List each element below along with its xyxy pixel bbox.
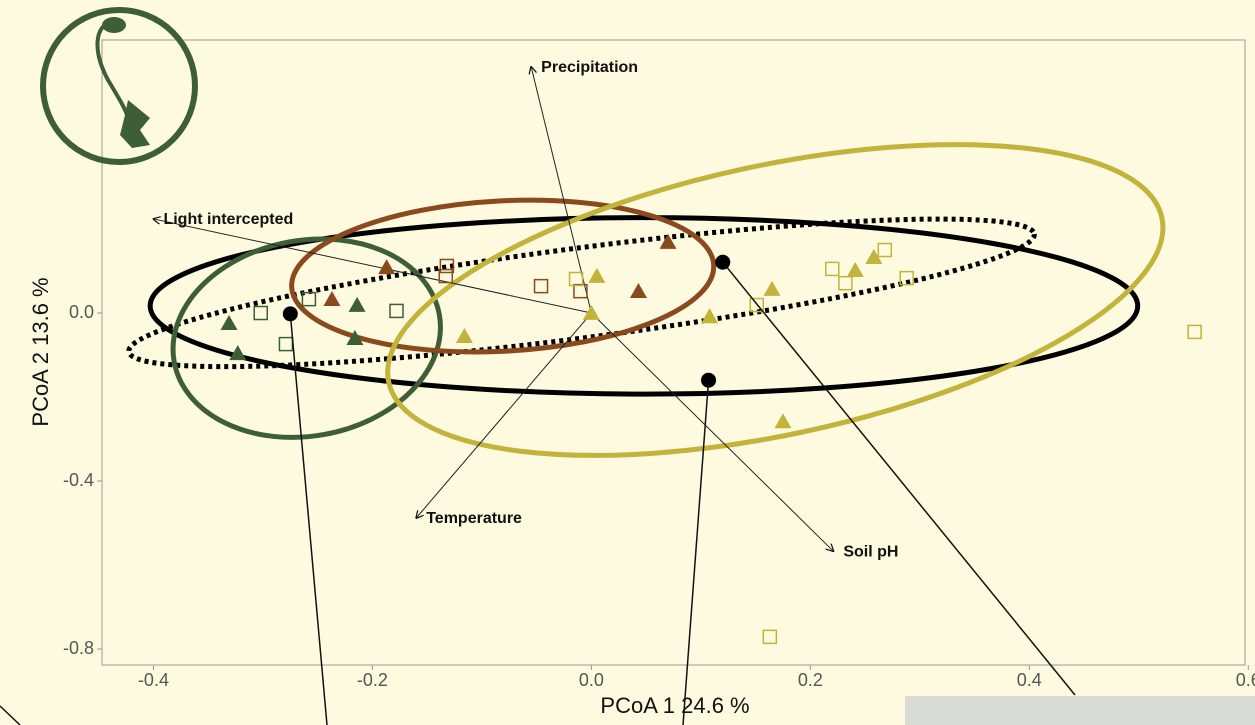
point bbox=[573, 283, 588, 299]
point bbox=[774, 413, 792, 429]
point bbox=[877, 242, 893, 258]
x-axis-title: PCoA 1 24.6 % bbox=[600, 693, 749, 718]
x-tick-label: -0.4 bbox=[138, 670, 169, 690]
point bbox=[533, 278, 549, 294]
point bbox=[762, 629, 778, 645]
confidence-ellipse bbox=[147, 215, 1141, 397]
y-tick-label: -0.4 bbox=[63, 470, 94, 490]
y-tick-label: 0.0 bbox=[69, 302, 94, 322]
x-tick-label: 0.2 bbox=[798, 670, 823, 690]
confidence-ellipse bbox=[170, 236, 443, 440]
y-tick-label: -0.8 bbox=[63, 638, 94, 658]
x-tick-label: -0.2 bbox=[357, 670, 388, 690]
centroid bbox=[282, 306, 298, 322]
y-axis-title: PCoA 2 13.6 % bbox=[28, 277, 53, 426]
centroid bbox=[715, 254, 731, 270]
point bbox=[568, 271, 584, 287]
connector-line bbox=[289, 313, 328, 725]
x-tick-label: 0.6 bbox=[1236, 670, 1255, 690]
connector-line bbox=[722, 261, 1076, 696]
logo bbox=[40, 7, 198, 165]
point bbox=[301, 291, 317, 307]
point bbox=[749, 297, 764, 313]
point bbox=[825, 261, 840, 277]
point bbox=[846, 262, 864, 278]
vector-label: Temperature bbox=[426, 510, 522, 527]
photo bbox=[905, 696, 1255, 725]
x-tick-label: 0.0 bbox=[579, 670, 604, 690]
point bbox=[389, 303, 404, 319]
vector-label: Soil pH bbox=[843, 543, 898, 560]
vector-label: Precipitation bbox=[541, 59, 638, 76]
point bbox=[378, 259, 396, 275]
point bbox=[763, 280, 781, 296]
env-vector bbox=[153, 219, 592, 314]
confidence-ellipse bbox=[289, 197, 717, 355]
point bbox=[1187, 324, 1202, 340]
point bbox=[220, 314, 238, 330]
point bbox=[346, 330, 364, 346]
point bbox=[439, 258, 455, 274]
point bbox=[348, 296, 366, 312]
point bbox=[659, 233, 677, 249]
point bbox=[229, 345, 247, 361]
point bbox=[323, 290, 341, 306]
env-vector bbox=[591, 312, 833, 551]
centroid bbox=[701, 372, 717, 388]
x-tick-label: 0.4 bbox=[1017, 670, 1042, 690]
point bbox=[253, 305, 268, 321]
confidence-ellipse bbox=[385, 142, 1166, 458]
point bbox=[455, 327, 473, 343]
vector-label: Light intercepted bbox=[163, 211, 293, 228]
env-vector bbox=[416, 312, 592, 518]
connector-line bbox=[0, 705, 21, 725]
confidence-ellipse bbox=[126, 216, 1037, 370]
point bbox=[838, 275, 853, 291]
point bbox=[588, 267, 606, 283]
point bbox=[582, 304, 600, 320]
point bbox=[701, 308, 719, 324]
point bbox=[629, 283, 647, 299]
point bbox=[865, 248, 883, 264]
plot-panel bbox=[101, 39, 1246, 666]
point bbox=[899, 270, 914, 286]
connector-line bbox=[682, 380, 710, 725]
point bbox=[438, 268, 454, 284]
